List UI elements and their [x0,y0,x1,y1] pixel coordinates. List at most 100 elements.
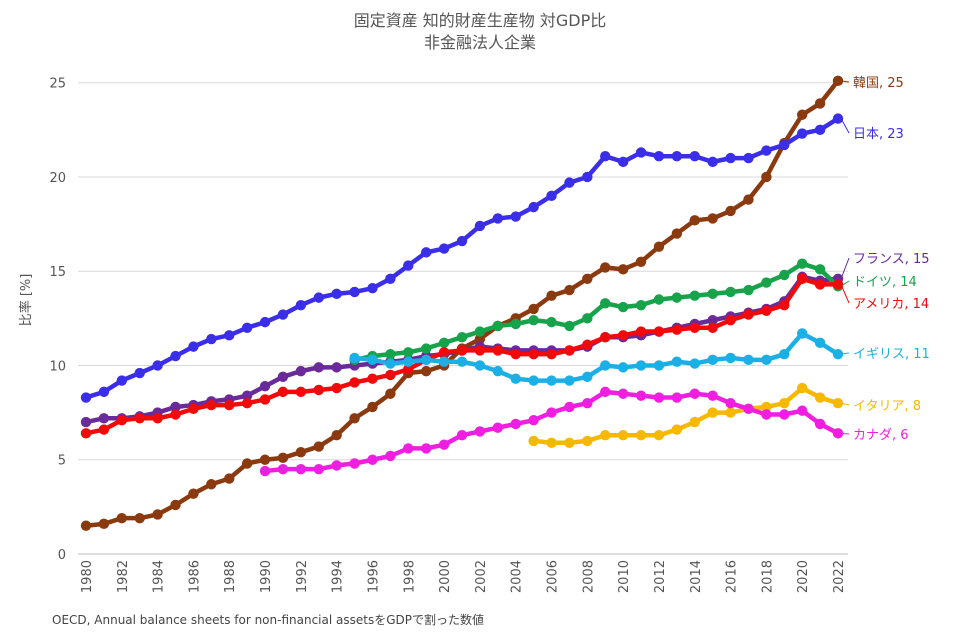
data-point [779,299,790,311]
data-point [761,305,772,317]
label-leader-line [840,352,850,355]
series-line [352,331,841,383]
y-tick-label: 5 [58,454,66,469]
series-end-label: 日本, 23 [853,127,904,142]
data-point [403,356,414,367]
x-tick-label: 1986 [187,560,202,593]
label-leader-line [840,284,850,304]
data-point [671,292,683,303]
data-point [546,348,557,360]
series-group [80,75,844,531]
data-point [582,397,593,409]
data-point [617,330,629,341]
data-point [743,194,754,205]
data-point [456,345,468,356]
data-point [600,386,611,398]
data-point [725,152,736,164]
data-point [671,356,683,367]
data-point [707,354,718,366]
data-point [116,375,128,386]
data-point [564,437,575,448]
data-point [671,424,683,435]
data-point [277,371,289,382]
data-point [241,397,253,409]
data-point [295,447,307,458]
data-point [367,282,378,294]
data-point [796,258,808,269]
data-point [80,520,92,531]
y-tick-label: 20 [49,171,66,186]
data-point [689,322,700,333]
data-point [241,390,253,401]
data-point [152,360,163,371]
label-leader-line [840,432,850,435]
data-point [617,388,629,399]
data-point [528,414,539,426]
data-point [474,360,486,371]
data-point [635,430,647,441]
x-tick-label: 2016 [725,560,740,593]
data-point [832,348,844,360]
data-point [743,403,754,415]
data-point [814,418,826,430]
data-point [510,373,521,384]
data-point [313,441,324,452]
data-point [832,75,844,87]
data-point [528,201,539,213]
data-point [313,463,324,475]
data-point [474,426,486,437]
data-point [600,298,611,309]
data-point [170,401,181,413]
data-point [438,337,450,349]
data-point [259,454,271,465]
data-point [510,418,521,430]
data-point [814,124,826,136]
data-point [116,414,128,426]
series-japan [80,113,844,403]
data-point [295,299,307,311]
x-tick-label: 1990 [259,560,274,593]
x-tick-label: 1992 [295,560,310,593]
data-point [582,339,593,350]
data-point [403,347,414,358]
data-point [510,211,521,222]
data-point [474,220,486,232]
data-point [206,479,217,490]
data-point [420,354,432,366]
data-point [796,128,808,139]
data-point [814,98,826,109]
data-point [80,428,92,439]
data-point [277,452,289,464]
data-point [707,213,718,224]
label-leader-line [840,280,850,287]
data-point [600,332,611,343]
data-point [188,403,199,415]
x-tick-label: 2014 [689,560,704,593]
data-point [313,362,324,373]
series-canada [259,386,844,477]
data-point [635,360,647,371]
data-point [492,365,504,377]
data-point [349,413,360,424]
data-point [725,407,736,418]
x-tick-label: 1988 [223,560,238,593]
data-point [331,382,342,394]
data-point [456,356,468,367]
data-point [98,413,110,424]
data-point [331,288,342,300]
data-point [707,407,718,418]
data-point [600,360,611,371]
data-point [689,388,700,399]
data-point [277,386,289,398]
data-point [295,386,307,398]
data-point [832,397,844,409]
data-point [152,509,163,520]
data-point [116,512,128,524]
data-point [564,284,575,296]
label-leader-line [840,257,850,279]
data-point [796,382,808,394]
data-point [349,377,360,388]
data-point [474,345,486,356]
data-point [259,465,271,477]
data-point [385,388,396,399]
